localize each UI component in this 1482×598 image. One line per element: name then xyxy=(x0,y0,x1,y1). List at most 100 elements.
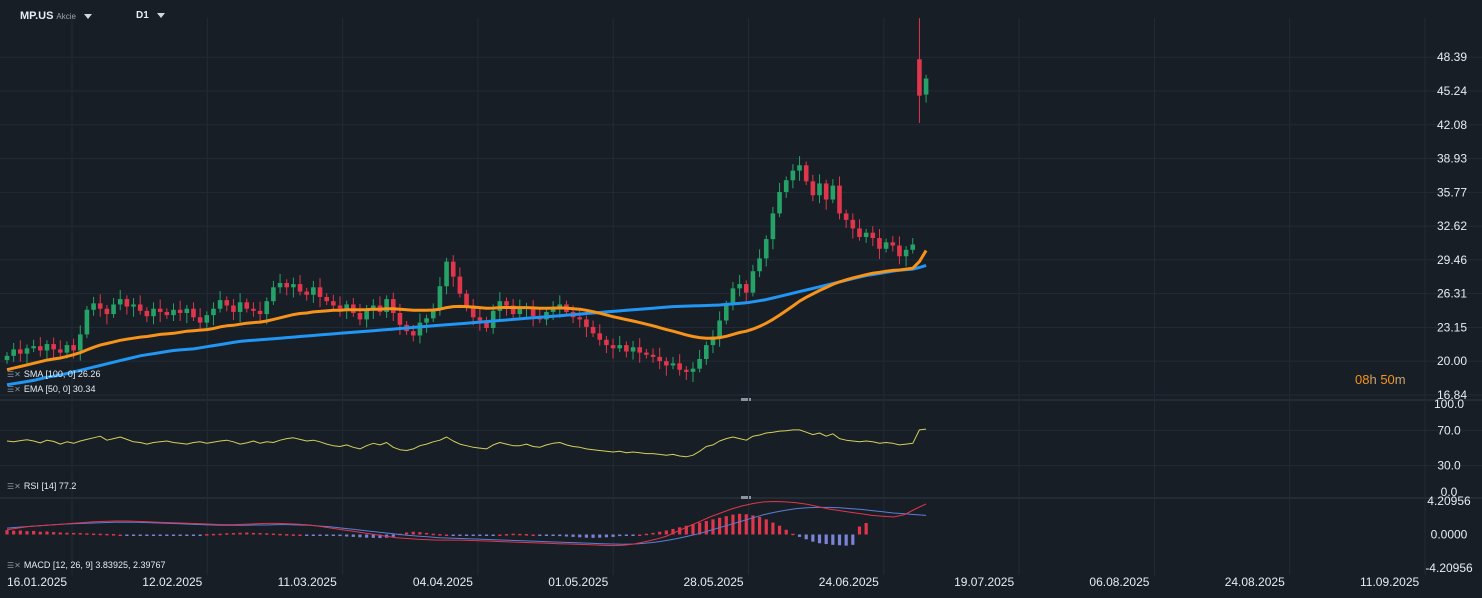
candle-body xyxy=(410,331,416,336)
candle-body xyxy=(590,326,596,334)
price-tick-label: 42.08 xyxy=(1437,118,1467,132)
candle-body xyxy=(117,299,123,305)
candle-body xyxy=(684,369,689,372)
rsi-tick-label: 30.0 xyxy=(1437,459,1461,473)
candle-body xyxy=(723,304,729,321)
macd-histogram-bar xyxy=(91,533,96,536)
candle-body xyxy=(743,284,749,293)
candle-body xyxy=(497,301,503,311)
macd-tick-label: -4.20956 xyxy=(1425,561,1473,575)
candle-body xyxy=(357,312,363,320)
candle-body xyxy=(444,261,449,287)
sma-legend[interactable]: ☰✕ SMA [100, 0] 26.26 xyxy=(7,369,100,379)
macd-histogram-bar xyxy=(18,530,22,535)
candle-body xyxy=(231,305,236,312)
candle-body xyxy=(131,304,136,307)
candle-body xyxy=(630,347,636,352)
candle-body xyxy=(57,349,63,353)
date-tick-label: 12.02.2025 xyxy=(142,575,202,589)
macd-histogram-bar xyxy=(151,534,156,536)
candle-body xyxy=(710,336,716,346)
candle-body xyxy=(923,78,929,95)
macd-histogram-bar xyxy=(744,514,748,535)
macd-histogram-bar xyxy=(58,532,62,535)
chevron-down-icon xyxy=(83,13,92,19)
candle-body xyxy=(797,165,802,171)
macd-histogram-bar xyxy=(198,534,202,536)
macd-histogram-bar xyxy=(365,534,369,538)
macd-histogram-bar xyxy=(484,534,489,536)
candle-body xyxy=(211,308,216,316)
rsi-legend[interactable]: ☰✕ RSI [14] 77.2 xyxy=(7,481,76,491)
macd-histogram-bar xyxy=(111,534,116,536)
macd-histogram-bar xyxy=(631,534,635,536)
candle-body xyxy=(477,317,483,321)
macd-histogram-bar xyxy=(191,534,196,536)
candle-body xyxy=(18,349,23,354)
macd-histogram-bar xyxy=(524,534,529,536)
macd-histogram-bar xyxy=(138,534,142,536)
macd-histogram-bar xyxy=(298,534,302,536)
timeframe-selector[interactable]: D1 xyxy=(136,10,165,21)
candle-body xyxy=(197,317,203,323)
macd-histogram-bar xyxy=(731,514,735,535)
macd-signal-value: 2.39767 xyxy=(132,560,166,570)
candle-body xyxy=(264,301,270,315)
candle-body xyxy=(470,305,476,318)
macd-legend[interactable]: ☰✕ MACD [12, 26, 9] 3.83925, 2.39767 xyxy=(7,560,166,570)
macd-histogram-bar xyxy=(491,534,495,536)
date-tick-label: 24.06.2025 xyxy=(819,575,879,589)
ema-line xyxy=(6,249,928,372)
candle-body xyxy=(38,346,43,351)
macd-histogram-bar xyxy=(638,534,642,536)
macd-histogram-bar xyxy=(378,534,382,539)
ema-legend[interactable]: ☰✕ EMA [50, 0] 30.34 xyxy=(7,384,95,394)
macd-histogram-bar xyxy=(5,530,9,535)
date-tick-label: 01.05.2025 xyxy=(548,575,608,589)
countdown-hours: 08 xyxy=(1355,372,1370,387)
candle-body xyxy=(257,310,263,315)
candle-body xyxy=(577,317,583,320)
date-tick-label: 11.09.2025 xyxy=(1360,575,1419,589)
candle-body xyxy=(271,287,276,302)
symbol-label: MP.US xyxy=(20,10,54,22)
pane-resize-handle xyxy=(741,496,751,499)
settings-icon[interactable]: ☰✕ xyxy=(7,370,21,379)
candle-body xyxy=(171,309,176,316)
candle-body xyxy=(830,185,836,200)
settings-icon[interactable]: ☰✕ xyxy=(7,561,21,570)
candle-body xyxy=(284,283,290,288)
macd-line xyxy=(6,500,927,547)
macd-histogram-bar xyxy=(531,534,535,536)
macd-histogram-bar xyxy=(578,534,582,538)
candle-body xyxy=(770,213,776,240)
macd-histogram-bar xyxy=(518,533,522,536)
candle-body xyxy=(584,319,589,327)
macd-histogram-bar xyxy=(211,533,216,536)
macd-tick-label: 4.20956 xyxy=(1427,494,1471,508)
candle-body xyxy=(457,276,463,294)
price-tick-label: 23.15 xyxy=(1437,320,1467,334)
settings-icon[interactable]: ☰✕ xyxy=(7,385,21,394)
price-tick-label: 45.24 xyxy=(1437,84,1467,98)
candle-body xyxy=(510,305,516,315)
macd-histogram-bar xyxy=(265,533,269,535)
macd-histogram-bar xyxy=(165,534,169,536)
candle-body xyxy=(157,308,163,312)
macd-histogram-bar xyxy=(837,534,842,546)
settings-icon[interactable]: ☰✕ xyxy=(7,482,21,491)
candle-body xyxy=(430,309,436,319)
candle-body xyxy=(737,284,742,289)
candle-body xyxy=(204,315,210,323)
candle-body xyxy=(557,304,563,308)
candle-body xyxy=(670,363,676,366)
candle-countdown: 08h 50m xyxy=(1355,372,1406,387)
macd-histogram-bar xyxy=(824,534,828,545)
date-tick-label: 06.08.2025 xyxy=(1089,575,1149,589)
macd-histogram-bar xyxy=(691,524,695,535)
macd-histogram-bar xyxy=(85,533,89,535)
candle-body xyxy=(504,301,509,306)
macd-histogram-bar xyxy=(698,522,702,535)
symbol-selector[interactable]: MP.US Akcie xyxy=(20,10,92,22)
